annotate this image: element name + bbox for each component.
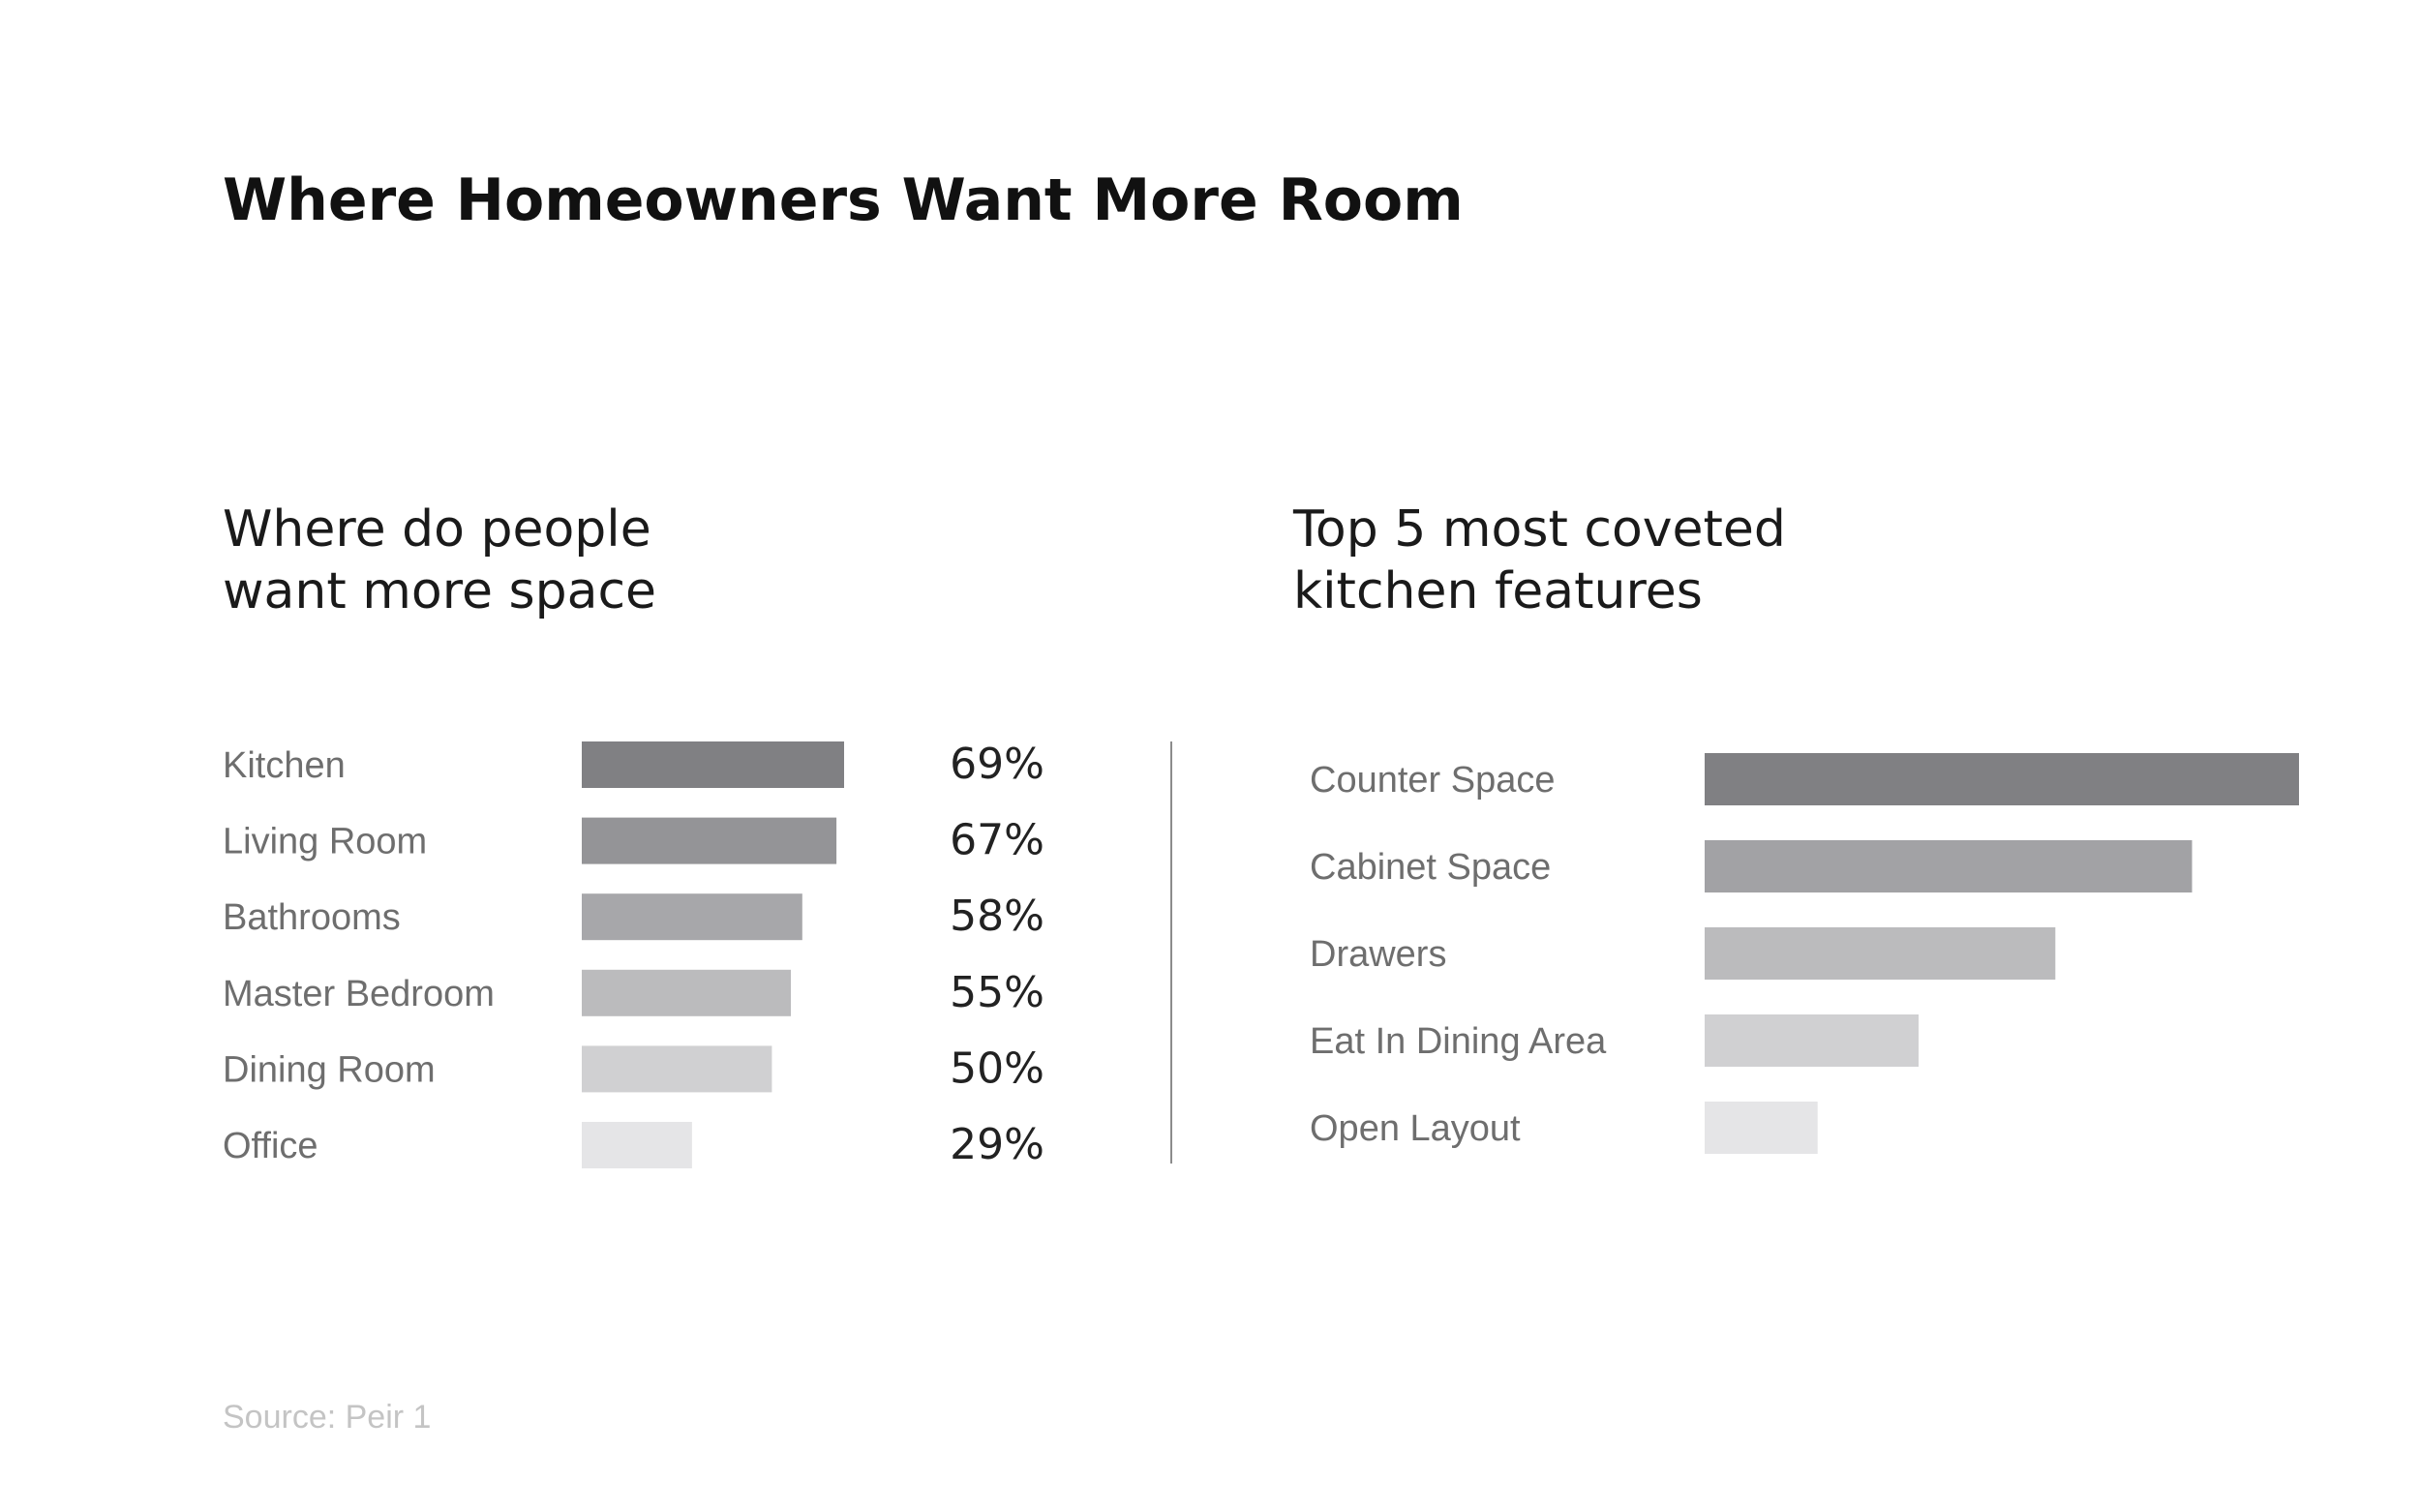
left-category-label: Bathrooms	[223, 897, 401, 938]
left-value-label: 50%	[950, 1043, 1044, 1093]
left-value-label: 55%	[950, 968, 1044, 1017]
right-category-label: Cabinet Space	[1310, 847, 1551, 888]
right-chart-title: Top 5 most coveted kitchen features	[1293, 499, 1786, 622]
right-chart-title-line-1: Top 5 most coveted	[1293, 500, 1786, 559]
left-value-label: 58%	[950, 892, 1044, 941]
right-bar	[1705, 753, 2299, 805]
right-category-label: Eat In Dining Area	[1310, 1021, 1607, 1062]
source-note: Source: Peir 1	[223, 1399, 432, 1436]
left-bar	[582, 969, 791, 1016]
page-title: Where Homeowners Want More Room	[223, 166, 1464, 234]
left-category-label: Kitchen	[223, 745, 346, 786]
left-category-label: Master Bedroom	[223, 974, 495, 1014]
left-bar	[582, 817, 837, 864]
left-category-label: Living Room	[223, 822, 427, 862]
left-value-label: 69%	[950, 740, 1044, 789]
left-bar	[582, 893, 802, 941]
left-value-label: 67%	[950, 816, 1044, 865]
right-bar	[1705, 1014, 1919, 1067]
left-value-label: 29%	[950, 1120, 1044, 1169]
right-chart-title-line-2: kitchen features	[1293, 562, 1703, 620]
left-category-label: Office	[223, 1126, 318, 1166]
left-chart-title-line-2: want more space	[223, 562, 657, 620]
left-bar	[582, 741, 844, 788]
right-category-label: Open Layout	[1310, 1108, 1521, 1149]
left-chart-title-line-1: Where do people	[223, 500, 651, 559]
left-category-label: Dining Room	[223, 1049, 436, 1090]
right-bar	[1705, 1102, 1818, 1154]
right-category-label: Drawers	[1310, 934, 1446, 975]
right-category-label: Counter Space	[1310, 760, 1556, 801]
right-bar	[1705, 840, 2193, 892]
left-bar	[582, 1122, 692, 1168]
left-chart-title: Where do people want more space	[223, 499, 656, 622]
left-bar	[582, 1045, 772, 1093]
right-bar	[1705, 927, 2056, 980]
